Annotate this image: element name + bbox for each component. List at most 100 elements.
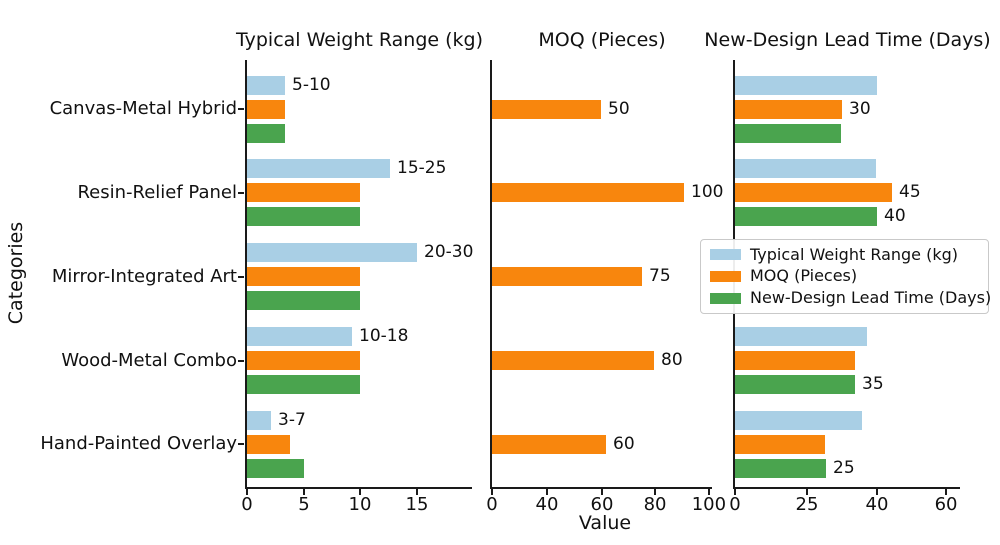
x-tick-label: 15	[405, 494, 429, 515]
bar-value-label: 10-18	[359, 326, 409, 346]
x-tick-label: 100	[691, 494, 727, 515]
x-tick-label: 60	[590, 494, 614, 515]
category-tick-mark	[238, 443, 244, 445]
panel-moq: MOQ (Pieces) 50 100 75 80 60 0 40 60 80 100	[486, 29, 726, 515]
bar-weight	[735, 75, 877, 95]
x-tick-label: 10	[348, 494, 372, 515]
bar-value-label: 60	[613, 433, 635, 454]
bar-moq	[247, 183, 360, 202]
bar-value-label: 20-30	[424, 242, 474, 262]
category-tick-mark	[238, 359, 244, 362]
bar-lead	[247, 458, 304, 478]
legend-swatch-weight-icon	[710, 249, 741, 261]
bar-weight	[247, 243, 417, 262]
bar-weight	[247, 410, 271, 430]
x-tick-label: 0	[729, 494, 741, 515]
bar-weight	[247, 75, 285, 95]
legend-item-label: Typical Weight Range (kg)	[750, 244, 959, 264]
legend: Typical Weight Range (kg) MOQ (Pieces) N…	[700, 239, 992, 314]
bar-value-label: 5-10	[292, 74, 331, 95]
bar-weight	[247, 327, 352, 346]
bar-lead	[735, 123, 841, 143]
bar-moq	[247, 267, 360, 286]
bar-value-label: 40	[884, 206, 906, 226]
bar-moq	[247, 434, 290, 454]
legend-item-moq: MOQ (Pieces)	[701, 267, 988, 285]
bar-moq	[735, 99, 842, 119]
bar-value-label: 45	[899, 182, 921, 202]
legend-swatch-moq-icon	[710, 270, 741, 282]
x-tick-mark	[601, 489, 603, 495]
bar-lead	[735, 458, 826, 478]
bar-lead	[247, 207, 360, 226]
x-tick-mark	[358, 489, 361, 495]
x-tick-mark	[654, 489, 657, 495]
bar-moq	[492, 183, 684, 202]
legend-item-weight: Typical Weight Range (kg)	[701, 244, 988, 264]
x-tick-mark	[491, 489, 493, 495]
bar-value-label: 25	[833, 457, 855, 478]
x-tick-label: 40	[535, 494, 559, 515]
panel-lead-time: New-Design Lead Time (Days) 30 45 40 35 25 0 2…	[704, 29, 990, 515]
bar-value-label: 35	[862, 374, 884, 394]
bar-weight	[735, 410, 862, 430]
x-tick-mark	[246, 489, 248, 495]
x-tick-mark	[416, 489, 418, 495]
bar-weight	[735, 159, 876, 178]
bar-moq	[492, 351, 654, 370]
category-label: Mirror-Integrated Art	[51, 265, 237, 287]
category-label: Hand-Painted Overlay	[40, 433, 237, 454]
x-tick-mark	[945, 489, 948, 495]
x-tick-label: 5	[298, 494, 310, 515]
panel-typical-weight-range: Typical Weight Range (kg) 5-10 15-25 20-30…	[236, 29, 483, 515]
category-label: Resin-Relief Panel	[77, 181, 237, 203]
bar-moq	[735, 183, 892, 202]
bar-value-label: 75	[649, 266, 671, 286]
x-tick-label: 0	[486, 494, 498, 515]
bar-value-label: 50	[608, 98, 630, 119]
x-tick-label: 25	[795, 494, 819, 515]
bar-value-label: 100	[691, 182, 724, 202]
bar-moq	[247, 351, 360, 370]
bar-lead	[247, 123, 285, 143]
bar-value-label: 80	[661, 350, 683, 370]
x-tick-label: 60	[934, 494, 958, 515]
bar-moq	[735, 434, 825, 454]
bar-lead	[247, 375, 360, 394]
x-tick-mark	[302, 489, 305, 495]
x-tick-mark	[707, 489, 710, 495]
panel-title: New-Design Lead Time (Days)	[704, 29, 991, 51]
x-tick-label: 0	[241, 494, 253, 515]
panel-title: MOQ (Pieces)	[538, 29, 666, 51]
bar-value-label: 15-25	[397, 158, 447, 178]
legend-item-lead: New-Design Lead Time (Days)	[701, 288, 992, 308]
y-axis-label: Categories	[5, 221, 27, 325]
bar-value-label: 30	[849, 98, 871, 119]
x-tick-mark	[546, 489, 548, 495]
bar-weight	[735, 327, 867, 346]
bar-moq	[492, 99, 601, 119]
x-tick-mark	[734, 489, 736, 495]
bar-moq	[735, 351, 855, 370]
legend-item-label: New-Design Lead Time (Days)	[750, 288, 992, 308]
category-tick-mark	[238, 191, 244, 194]
category-label: Canvas-Metal Hybrid	[49, 98, 237, 119]
x-axis-label: Value	[578, 512, 632, 534]
bar-value-label: 3-7	[278, 409, 306, 430]
bar-moq	[492, 267, 642, 286]
x-tick-mark	[806, 489, 808, 495]
bar-moq	[492, 434, 606, 454]
bar-weight	[247, 159, 390, 178]
panel-title: Typical Weight Range (kg)	[235, 29, 484, 51]
x-tick-label: 40	[865, 494, 889, 515]
bar-lead	[735, 207, 877, 226]
category-tick-mark	[238, 108, 244, 110]
bar-moq	[247, 99, 285, 119]
category-tick-mark	[238, 275, 244, 278]
x-tick-label: 80	[643, 494, 667, 515]
legend-swatch-lead-icon	[710, 292, 741, 304]
bar-lead	[735, 375, 855, 394]
category-label: Wood-Metal Combo	[61, 349, 237, 371]
legend-item-label: MOQ (Pieces)	[750, 266, 858, 286]
